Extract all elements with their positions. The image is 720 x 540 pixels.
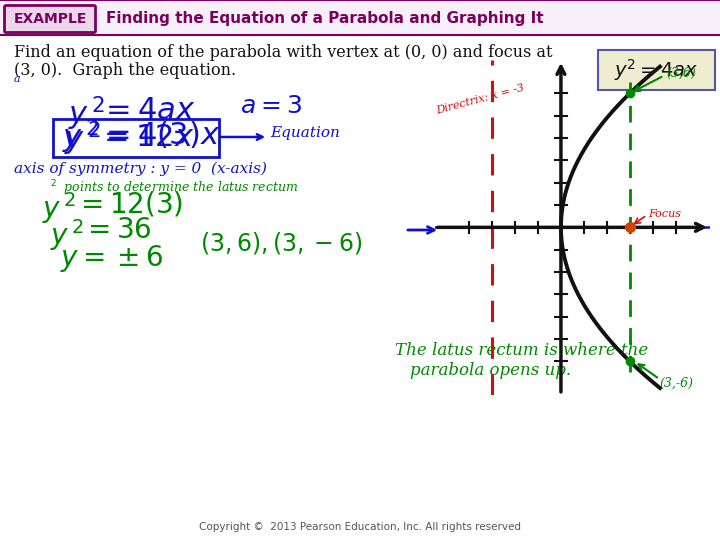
Text: $= 36$: $= 36$ — [82, 217, 152, 244]
Text: Copyright ©  2013 Pearson Education, Inc. All rights reserved: Copyright © 2013 Pearson Education, Inc.… — [199, 522, 521, 532]
Text: $= 12(3)$: $= 12(3)$ — [75, 190, 183, 219]
FancyBboxPatch shape — [0, 0, 720, 35]
Text: a: a — [14, 74, 21, 84]
Text: $y = \pm 6$: $y = \pm 6$ — [60, 243, 163, 274]
Text: $y^{\,2}$: $y^{\,2}$ — [64, 120, 102, 159]
Text: Directrix: x = -3: Directrix: x = -3 — [436, 82, 526, 116]
Text: $^2$  points to determine the latus rectum: $^2$ points to determine the latus rectu… — [50, 178, 298, 198]
Text: $y^{\,2}$: $y^{\,2}$ — [42, 190, 76, 226]
Text: (3,6): (3,6) — [667, 67, 696, 80]
Text: Equation: Equation — [270, 126, 340, 140]
Text: Find an equation of the parabola with vertex at (0, 0) and focus at: Find an equation of the parabola with ve… — [14, 44, 552, 61]
FancyBboxPatch shape — [598, 50, 715, 90]
Text: $y^{\,2}$: $y^{\,2}$ — [68, 95, 105, 133]
FancyBboxPatch shape — [53, 119, 219, 157]
Text: Finding the Equation of a Parabola and Graphing It: Finding the Equation of a Parabola and G… — [106, 11, 544, 26]
Text: Focus: Focus — [648, 209, 681, 219]
Text: (3, 0).  Graph the equation.: (3, 0). Graph the equation. — [14, 62, 236, 79]
Text: $= 4ax$: $= 4ax$ — [100, 95, 196, 126]
Text: $y^{\,2}$: $y^{\,2}$ — [62, 118, 99, 156]
Text: $( 3, 6), ( 3, -6)$: $( 3, 6), ( 3, -6)$ — [200, 230, 362, 256]
Text: $= 4(3)x$: $= 4(3)x$ — [100, 120, 220, 151]
Text: The latus rectum is where the: The latus rectum is where the — [395, 342, 648, 359]
Text: $a = 3$: $a = 3$ — [240, 95, 302, 118]
Text: (3,-6): (3,-6) — [660, 377, 693, 390]
FancyBboxPatch shape — [4, 5, 96, 32]
Text: $y^2 = 4ax$: $y^2 = 4ax$ — [614, 57, 698, 83]
Text: axis of symmetry : y = 0  (x-axis): axis of symmetry : y = 0 (x-axis) — [14, 162, 267, 177]
Text: EXAMPLE: EXAMPLE — [13, 12, 86, 26]
Text: $= 12x$: $= 12x$ — [98, 122, 194, 152]
Text: parabola opens up.: parabola opens up. — [410, 362, 571, 379]
Text: $y^{\,2}$: $y^{\,2}$ — [50, 217, 84, 253]
